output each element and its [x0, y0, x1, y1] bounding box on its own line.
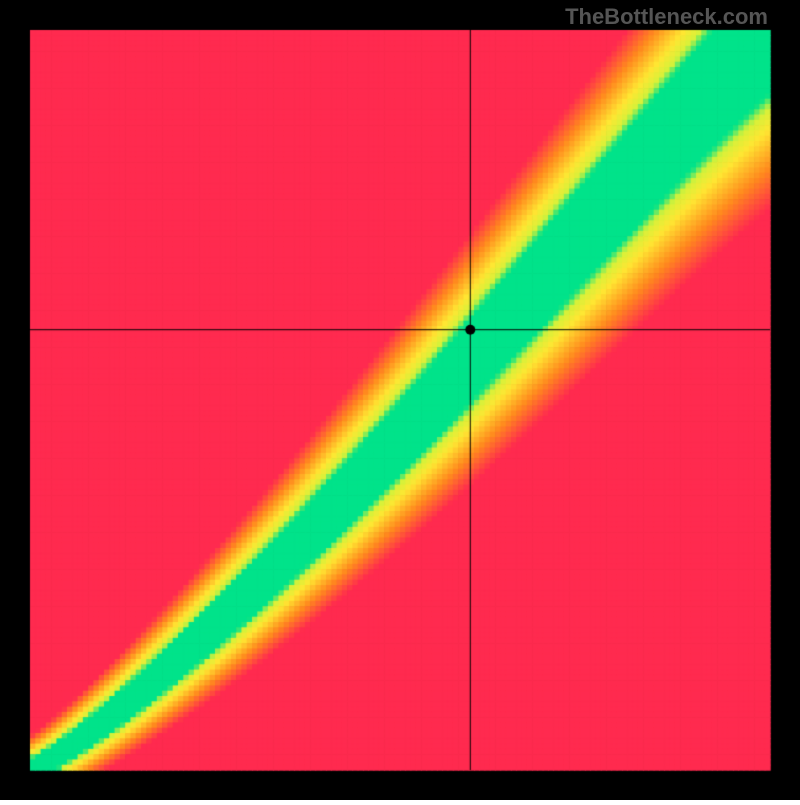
attribution-text: TheBottleneck.com	[565, 4, 768, 30]
bottleneck-heatmap	[0, 0, 800, 800]
